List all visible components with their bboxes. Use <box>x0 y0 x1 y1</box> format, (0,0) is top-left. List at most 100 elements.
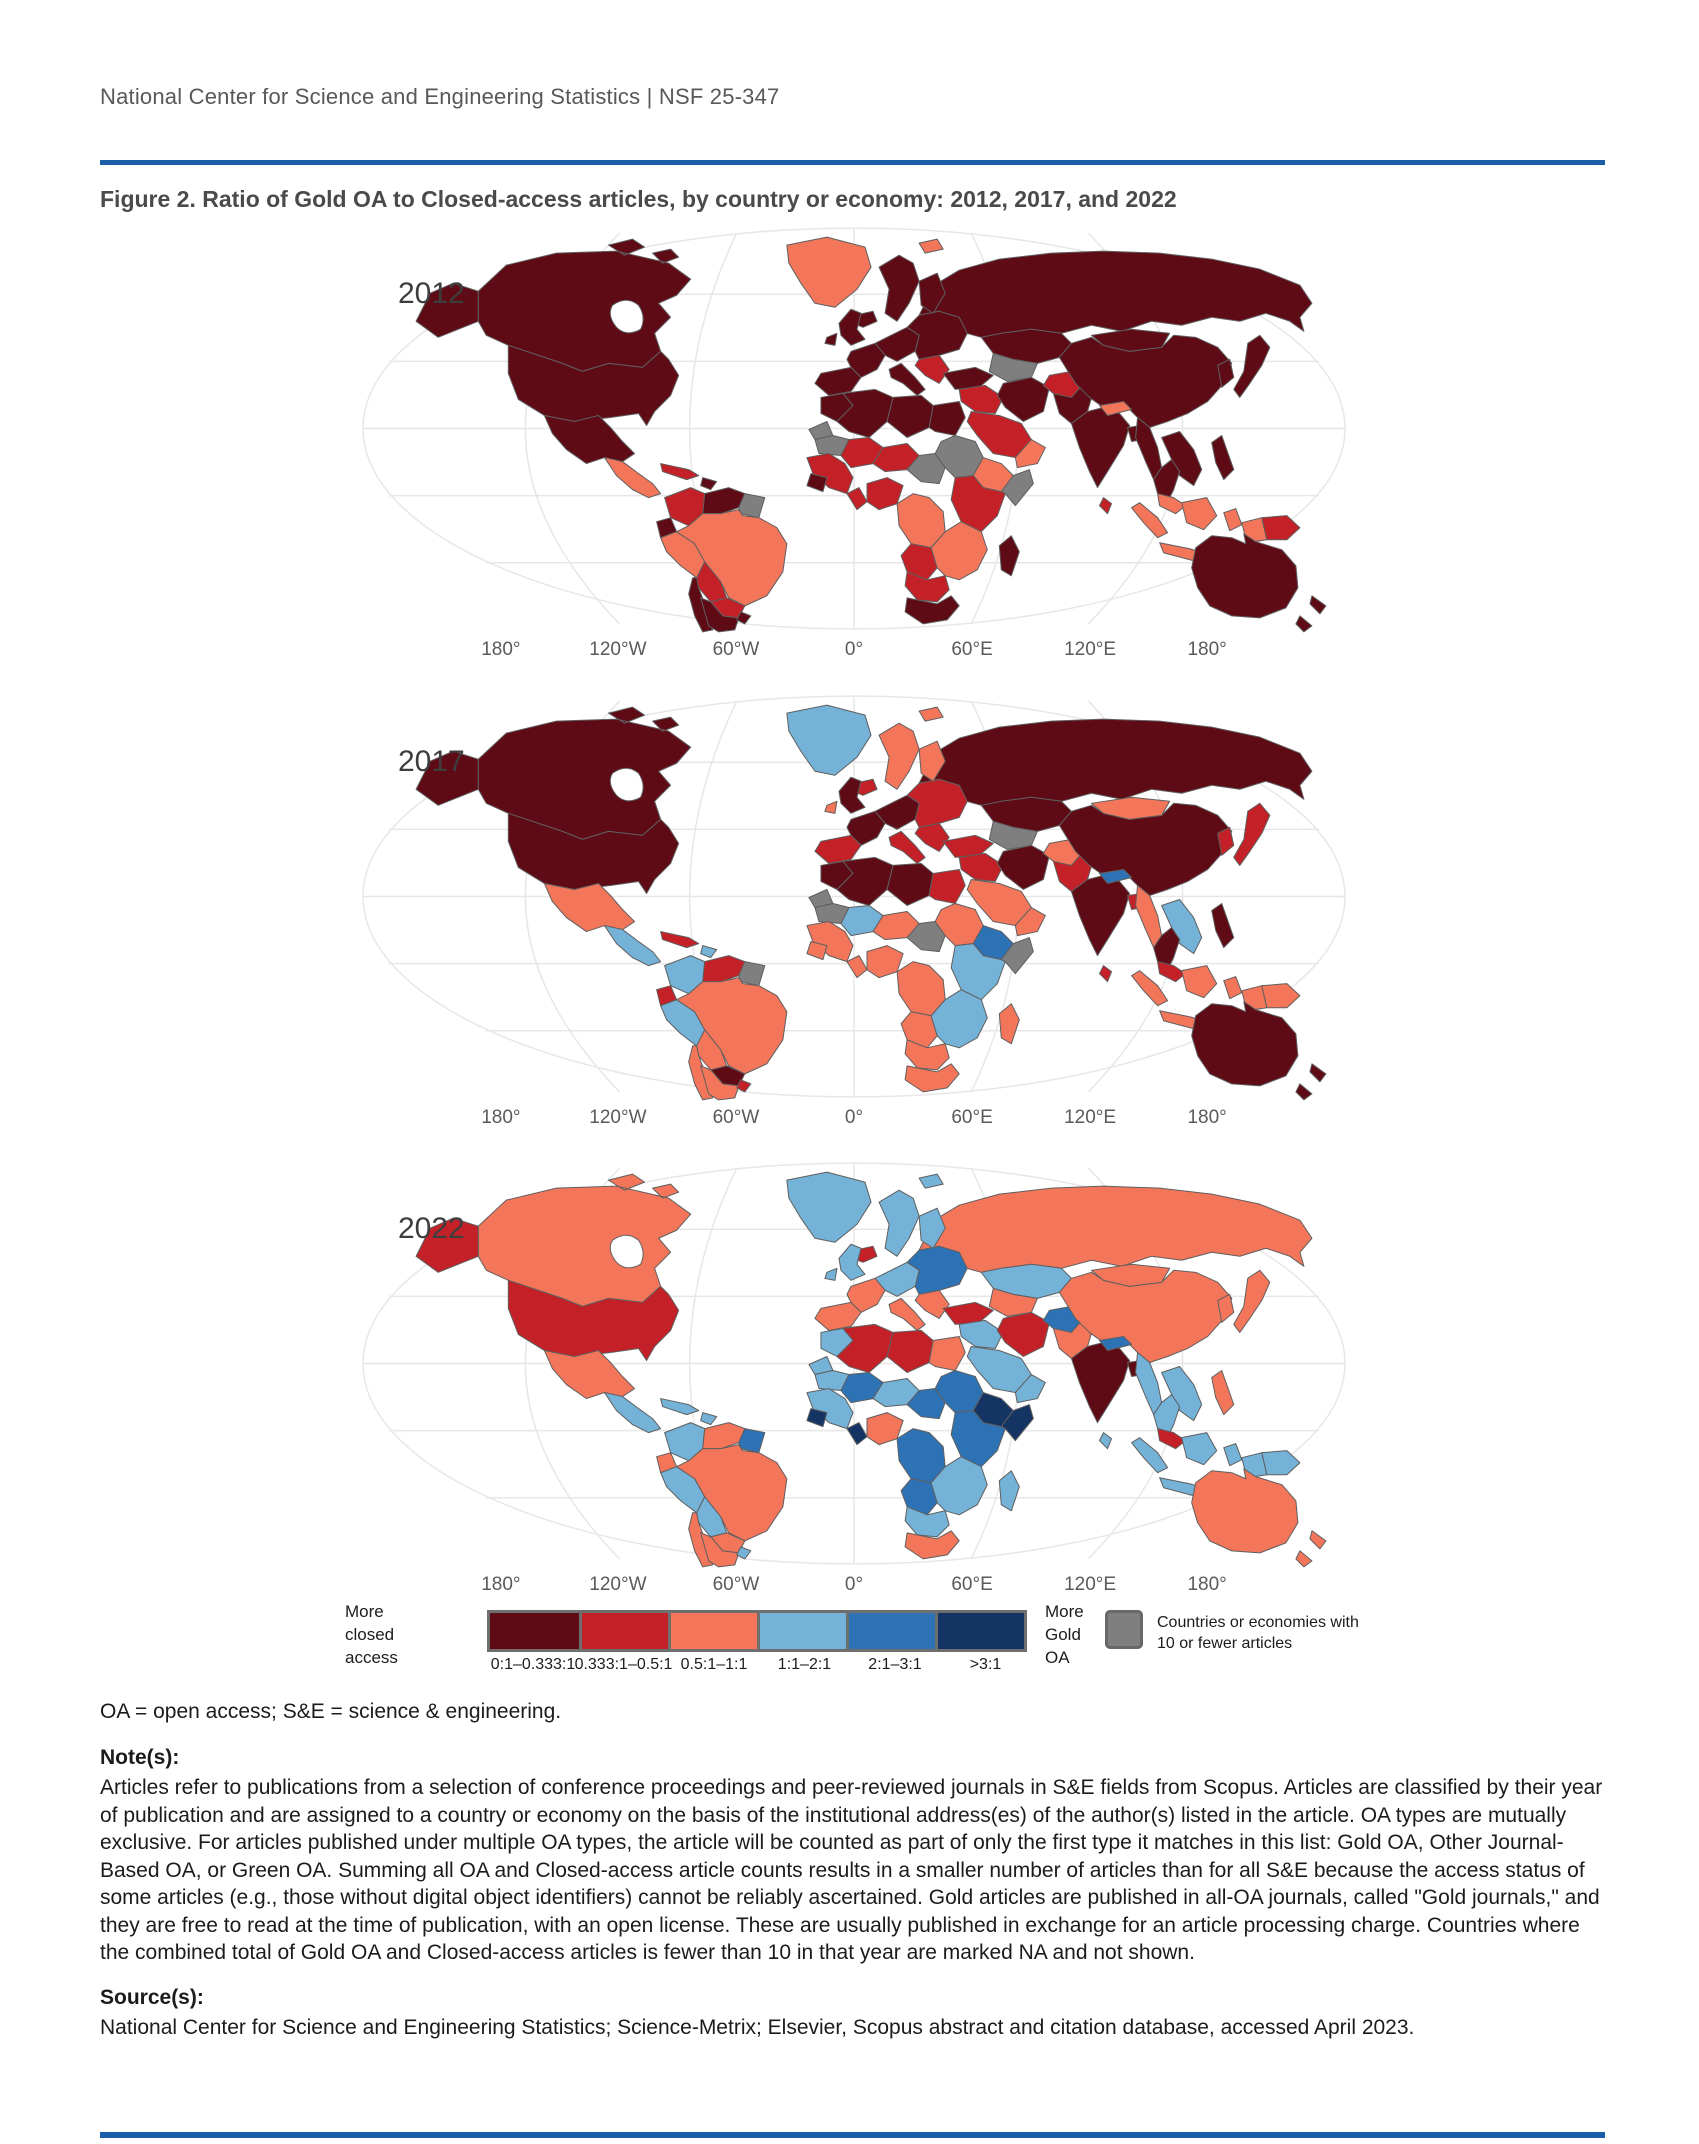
region-zambia_moz <box>930 989 988 1049</box>
region-philippines <box>1211 435 1235 481</box>
region-turkey <box>942 1301 994 1325</box>
map-2022: 2022 180° 120°W 60°W 0° 60°E 120°E 180° <box>358 1160 1350 1606</box>
region-balkans <box>914 1289 950 1319</box>
region-ghana <box>846 487 868 511</box>
region-uk <box>838 776 866 814</box>
longitude-tick: 60°W <box>712 1574 760 1595</box>
legend-range-label: 0.333:1–0.5:1 <box>574 1656 673 1673</box>
region-namibia_bots <box>904 1506 950 1538</box>
legend-left-line: closed <box>345 1625 395 1644</box>
longitude-tick: 120°E <box>1064 639 1117 660</box>
region-nepal <box>1098 1335 1133 1351</box>
region-guinea <box>806 1408 828 1428</box>
region-australia <box>1191 533 1299 619</box>
region-italy <box>888 362 926 396</box>
region-srilanka <box>1098 497 1113 515</box>
region-brazil <box>676 977 788 1075</box>
region-namibia_bots <box>904 1039 950 1071</box>
world-map-2022 <box>362 1162 1346 1568</box>
region-cuba <box>660 931 700 949</box>
legend-range-label: 0:1–0.333:1 <box>490 1656 576 1673</box>
region-korea <box>1217 1293 1235 1323</box>
region-camerica <box>603 457 662 499</box>
region-southafrica <box>904 1530 960 1560</box>
legend-swatch-3 <box>757 1613 846 1649</box>
region-yemen_oman <box>1014 1374 1046 1404</box>
region-guinea <box>806 941 828 961</box>
region-india <box>1070 1341 1131 1424</box>
legend-right-line: More <box>1045 1602 1084 1621</box>
region-pakistan <box>1052 1317 1094 1359</box>
region-balkans <box>914 822 950 852</box>
legend-swatch-2 <box>668 1613 757 1649</box>
region-korea <box>1217 826 1235 856</box>
longitude-tick: 60°W <box>712 1107 760 1128</box>
region-philippines <box>1211 903 1235 949</box>
longitude-tick: 60°W <box>712 639 760 660</box>
longitude-tick: 180° <box>481 639 521 660</box>
region-japan <box>1233 802 1271 866</box>
region-myanmar <box>1135 1351 1163 1416</box>
region-mexico <box>543 882 636 933</box>
region-guyanas <box>738 493 766 519</box>
longitude-tick: 60°E <box>951 1574 993 1595</box>
legend-range-label: 2:1–3:1 <box>868 1656 922 1673</box>
sources-text: National Center for Science and Engineer… <box>100 2016 1415 2039</box>
legend-color-bar <box>487 1610 1027 1652</box>
region-canada <box>477 706 692 840</box>
region-hudson-bay <box>609 767 644 802</box>
region-brazil <box>676 1444 788 1542</box>
region-balkans <box>914 354 950 384</box>
notes-text: Articles refer to publications from a se… <box>100 1776 1603 1964</box>
region-algeria <box>836 388 894 439</box>
legend-na-label: Countries or economies with 10 or fewer … <box>1157 1614 1359 1652</box>
longitude-tick: 60°E <box>951 1107 993 1128</box>
notes-heading: Note(s): <box>100 1746 180 1769</box>
region-argentina <box>700 1532 740 1568</box>
region-egypt <box>928 1335 966 1372</box>
region-cuba <box>660 1398 700 1416</box>
region-algeria <box>836 856 894 907</box>
figure-title: Figure 2. Ratio of Gold OA to Closed-acc… <box>100 186 1177 212</box>
region-egypt <box>928 400 966 437</box>
longitude-tick: 0° <box>844 1107 864 1128</box>
longitude-tick: 0° <box>844 639 864 660</box>
region-scandinavia <box>878 722 920 790</box>
region-pakistan <box>1052 382 1094 424</box>
region-southafrica <box>904 595 960 625</box>
longitude-tick: 180° <box>1187 1107 1227 1128</box>
region-russia <box>918 1185 1313 1273</box>
region-brazil <box>676 509 788 607</box>
region-libya <box>886 862 934 907</box>
region-newzealand <box>1295 1530 1327 1568</box>
region-finland <box>918 272 946 314</box>
region-alaska <box>415 282 479 338</box>
region-hudson-bay <box>609 299 644 334</box>
region-zambia_moz <box>930 1456 988 1516</box>
region-usa <box>507 812 680 894</box>
region-mongolia <box>1090 1263 1171 1287</box>
legend-left-line: access <box>345 1648 398 1667</box>
region-yemen_oman <box>1014 907 1046 937</box>
region-iberia <box>814 366 862 396</box>
region-japan <box>1233 334 1271 398</box>
region-iberia <box>814 834 862 864</box>
region-malaysia <box>1157 961 1187 983</box>
world-map-2017 <box>362 695 1346 1101</box>
region-alaska <box>415 750 479 806</box>
region-korea <box>1217 358 1235 388</box>
legend-na-swatch <box>1105 1610 1143 1649</box>
region-newzealand <box>1295 595 1327 633</box>
legend-range-labels: 0:1–0.333:1 0.333:1–0.5:1 0.5:1–1:1 1:1–2:1… <box>487 1656 1030 1678</box>
region-uk <box>838 1243 866 1281</box>
map-year-label-2017: 2017 <box>398 745 465 778</box>
region-namibia_bots <box>904 571 950 603</box>
legend-swatch-1 <box>579 1613 668 1649</box>
region-mongolia <box>1090 328 1171 352</box>
region-newzealand <box>1295 1063 1327 1101</box>
region-svalbard <box>918 1173 944 1189</box>
region-nepal <box>1098 400 1133 416</box>
longitude-tick: 120°E <box>1064 1574 1117 1595</box>
region-svalbard <box>918 238 944 254</box>
region-uruguay <box>736 1079 752 1093</box>
